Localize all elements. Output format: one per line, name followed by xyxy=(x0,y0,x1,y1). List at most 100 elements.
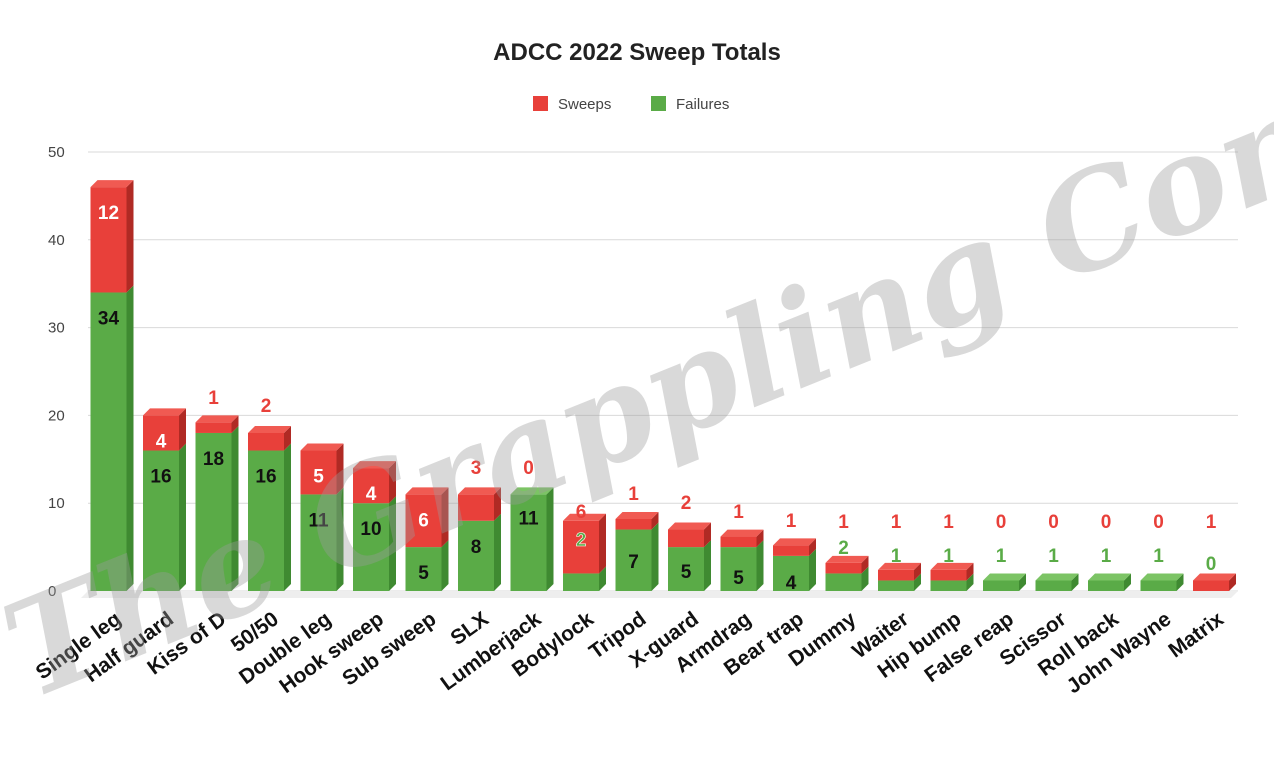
bar-sweeps-2 xyxy=(195,415,239,433)
chart-title: ADCC 2022 Sweep Totals xyxy=(493,39,781,66)
bar-sweeps-15 xyxy=(878,562,921,581)
bar-sweeps-13 xyxy=(773,538,816,556)
data-label-sweeps: 1 xyxy=(1206,512,1217,533)
bar-failures-19-side xyxy=(1124,573,1131,591)
bar-failures-1-side xyxy=(179,443,186,591)
data-label-failures: 1 xyxy=(1101,546,1112,567)
y-tick-label: 20 xyxy=(48,407,65,424)
bar-sweeps-9-top xyxy=(563,513,606,521)
bar-failures-18-top xyxy=(1035,573,1079,581)
bar-sweeps-6-top xyxy=(405,487,449,495)
bar-failures-2 xyxy=(195,425,239,591)
data-label-failures: 5 xyxy=(418,563,429,584)
bar-sweeps-3-top xyxy=(248,425,291,433)
y-tick-label: 40 xyxy=(48,232,65,249)
bar-sweeps-7-top xyxy=(458,487,501,495)
bar-failures-11 xyxy=(668,540,711,591)
bar-sweeps-13-side xyxy=(809,538,816,556)
bar-sweeps-3-front xyxy=(248,432,284,451)
bar-sweeps-4-front xyxy=(300,450,337,495)
bar-sweeps-9-front xyxy=(563,520,599,574)
bar-failures-1 xyxy=(143,443,186,591)
bar-failures-7-front xyxy=(458,520,494,591)
bar-failures-19-top xyxy=(1088,573,1131,581)
bar-sweeps-12 xyxy=(720,529,764,548)
data-label-sweeps: 1 xyxy=(943,512,954,533)
bar-failures-6 xyxy=(405,540,449,591)
bar-failures-8-front xyxy=(510,494,547,591)
bar-failures-8-side xyxy=(546,487,554,591)
bar-sweeps-12-front xyxy=(720,536,757,548)
data-label-sweeps: 3 xyxy=(471,458,482,479)
bar-failures-3-front xyxy=(248,450,284,591)
bar-sweeps-11 xyxy=(668,522,711,548)
bar-sweeps-16-front xyxy=(930,569,967,581)
bar-failures-3-side xyxy=(284,443,291,591)
bar-failures-3 xyxy=(248,443,291,591)
bar-failures-16 xyxy=(930,573,974,591)
data-label-failures: 18 xyxy=(203,449,224,470)
bar-failures-10-front xyxy=(615,529,652,591)
bar-sweeps-5-top xyxy=(353,461,396,469)
bar-failures-13-side xyxy=(809,548,816,591)
bar-failures-5 xyxy=(353,496,396,591)
bar-sweeps-5-side xyxy=(389,461,396,504)
bar-failures-14-side xyxy=(861,566,869,591)
data-label-failures: 5 xyxy=(681,562,692,583)
bar-sweeps-9-side xyxy=(599,513,606,574)
bar-sweeps-3-side xyxy=(284,425,291,451)
data-label-sweeps: 0 xyxy=(523,458,534,479)
bar-sweeps-9 xyxy=(563,513,606,574)
x-tick-label: Matrix xyxy=(1164,607,1228,662)
bar-sweeps-11-top xyxy=(668,522,711,530)
data-label-sweeps: 0 xyxy=(1101,512,1112,533)
bar-failures-5-front xyxy=(353,503,389,591)
bar-failures-14-front xyxy=(825,573,862,591)
bar-sweeps-12-side xyxy=(756,529,764,548)
data-label-sweeps: 0 xyxy=(1048,512,1059,533)
bar-sweeps-6-front xyxy=(405,494,442,548)
bar-sweeps-4-side xyxy=(336,443,344,495)
chart-floor xyxy=(81,591,1238,598)
bar-sweeps-6-side xyxy=(441,487,449,548)
bar-failures-4-side xyxy=(336,487,344,591)
data-label-failures: 34 xyxy=(98,308,120,329)
bar-failures-18 xyxy=(1035,573,1079,591)
bar-sweeps-2-side xyxy=(231,415,239,433)
y-tick-label: 10 xyxy=(48,495,65,512)
bar-sweeps-5-front xyxy=(353,468,389,504)
data-label-failures: 16 xyxy=(255,467,276,488)
data-labels: 3412164181162115104568311026715251412111… xyxy=(98,203,1217,594)
data-label-failures: 10 xyxy=(360,519,381,540)
bar-failures-9-side xyxy=(599,566,606,591)
data-label-failures: 1 xyxy=(943,546,954,567)
bar-failures-20 xyxy=(1140,573,1184,591)
bar-failures-5-side xyxy=(389,496,396,591)
bar-sweeps-0-top xyxy=(90,180,134,188)
data-label-failures: 1 xyxy=(891,546,902,567)
data-label-sweeps: 1 xyxy=(208,388,219,409)
data-label-sweeps: 1 xyxy=(891,512,902,533)
legend: Sweeps Failures xyxy=(533,96,729,113)
bar-sweeps-14-top xyxy=(825,555,869,563)
data-label-sweeps: 1 xyxy=(786,511,797,532)
bar-failures-4-front xyxy=(300,494,337,591)
bar-failures-6-front xyxy=(405,547,442,591)
bar-failures-13-front xyxy=(773,555,809,591)
data-label-sweeps: 2 xyxy=(681,493,692,514)
bar-failures-6-side xyxy=(441,540,449,591)
bar-sweeps-14-front xyxy=(825,562,862,574)
bar-sweeps-10 xyxy=(615,512,659,530)
bar-sweeps-12-top xyxy=(720,529,764,537)
bar-sweeps-0 xyxy=(90,180,134,293)
bar-sweeps-4-top xyxy=(300,443,344,451)
bar-failures-12-front xyxy=(720,547,757,591)
y-tick-label: 30 xyxy=(48,320,65,337)
data-label-failures: 1 xyxy=(1153,546,1164,567)
data-label-failures: 1 xyxy=(996,546,1007,567)
bar-sweeps-21-front xyxy=(1193,580,1229,591)
bar-sweeps-2-top xyxy=(195,415,239,423)
data-label-failures: 7 xyxy=(628,552,639,573)
data-label-failures: 11 xyxy=(308,510,329,531)
data-label-failures: 2 xyxy=(838,538,849,559)
